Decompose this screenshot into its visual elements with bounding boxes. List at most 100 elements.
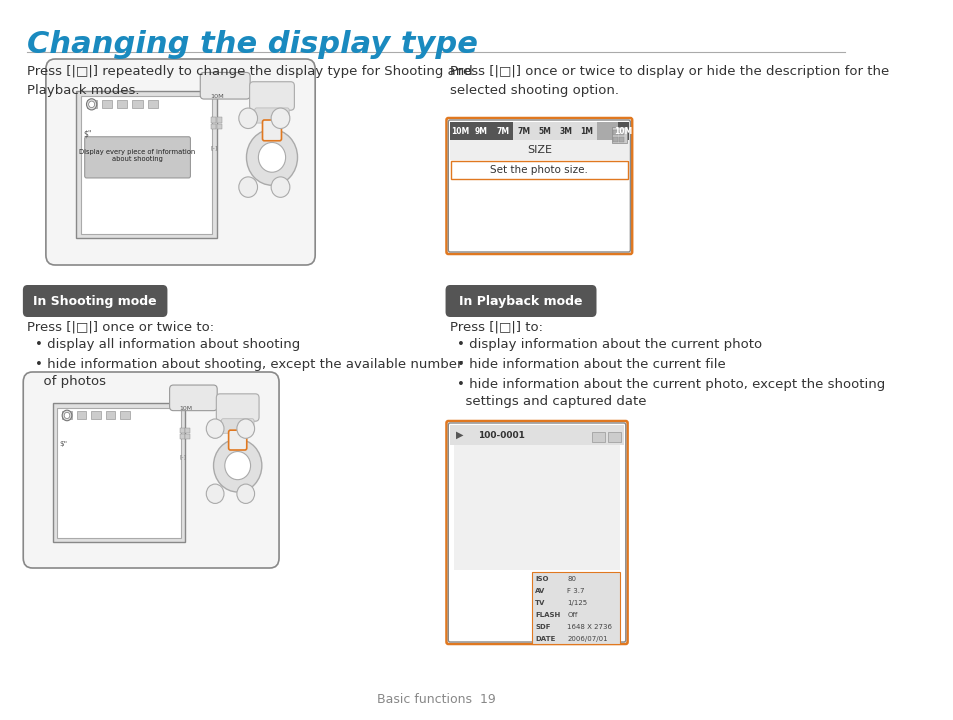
Text: In Shooting mode: In Shooting mode <box>33 294 157 307</box>
Text: • hide information about the current file: • hide information about the current fil… <box>456 358 725 371</box>
Circle shape <box>236 419 254 438</box>
Circle shape <box>238 108 257 129</box>
Text: Off: Off <box>567 612 577 618</box>
Text: • display information about the current photo: • display information about the current … <box>456 338 761 351</box>
Text: Set the photo size.: Set the photo size. <box>490 165 588 175</box>
Text: 3M: 3M <box>558 127 572 135</box>
Circle shape <box>258 143 285 172</box>
Bar <box>87 99 96 108</box>
FancyBboxPatch shape <box>445 285 596 317</box>
Circle shape <box>206 484 224 503</box>
Bar <box>76 411 86 419</box>
Bar <box>211 117 215 123</box>
FancyBboxPatch shape <box>46 59 314 265</box>
Text: 10M: 10M <box>451 127 469 135</box>
Text: 80: 80 <box>567 576 576 582</box>
Bar <box>591 432 604 442</box>
Bar <box>532 572 619 644</box>
Text: 7M: 7M <box>496 127 509 135</box>
Circle shape <box>213 439 261 492</box>
Circle shape <box>238 177 257 197</box>
Text: 1M: 1M <box>579 127 593 135</box>
Text: 2006/07/01: 2006/07/01 <box>567 636 607 642</box>
FancyBboxPatch shape <box>23 372 278 568</box>
FancyBboxPatch shape <box>23 285 167 317</box>
Bar <box>148 99 158 108</box>
FancyBboxPatch shape <box>448 423 625 642</box>
Text: SDF: SDF <box>535 624 550 630</box>
Bar <box>132 99 143 108</box>
Bar <box>216 124 221 130</box>
Bar <box>80 96 213 233</box>
Bar <box>450 160 628 180</box>
Bar <box>62 411 71 419</box>
Circle shape <box>271 177 290 197</box>
Bar <box>450 425 623 445</box>
Bar <box>532 572 619 644</box>
Text: 10M: 10M <box>614 127 632 135</box>
Circle shape <box>89 101 94 107</box>
Circle shape <box>271 108 290 129</box>
Bar <box>56 408 181 538</box>
Bar <box>613 137 617 142</box>
Circle shape <box>225 451 251 480</box>
Text: Press [|□|] once or twice to:: Press [|□|] once or twice to: <box>28 320 214 333</box>
Text: ▶: ▶ <box>456 430 462 440</box>
Text: Press [|□|] to:: Press [|□|] to: <box>450 320 542 333</box>
Text: Changing the display type: Changing the display type <box>28 30 477 59</box>
Bar <box>492 122 513 140</box>
Bar <box>185 428 190 433</box>
Text: $": $" <box>83 130 91 139</box>
FancyBboxPatch shape <box>250 82 294 110</box>
Text: [-]: [-] <box>211 145 218 150</box>
FancyBboxPatch shape <box>254 108 289 123</box>
Text: In Playback mode: In Playback mode <box>458 294 582 307</box>
Text: F 3.7: F 3.7 <box>567 588 584 594</box>
Bar <box>102 99 112 108</box>
Bar <box>185 434 190 439</box>
Text: TV: TV <box>535 600 545 606</box>
Bar <box>576 122 597 140</box>
Bar <box>120 411 130 419</box>
Bar <box>454 445 619 570</box>
Text: DATE: DATE <box>535 636 555 642</box>
Bar <box>179 434 184 439</box>
Text: Basic functions  19: Basic functions 19 <box>376 693 496 706</box>
Bar <box>106 411 115 419</box>
Text: [-]: [-] <box>179 454 187 459</box>
Bar <box>555 122 576 140</box>
Circle shape <box>246 130 297 185</box>
Text: Display every piece of information
about shooting: Display every piece of information about… <box>79 149 195 162</box>
Bar <box>513 122 534 140</box>
Bar <box>91 411 101 419</box>
Bar <box>52 403 185 542</box>
Text: 1648 X 2736: 1648 X 2736 <box>567 624 612 630</box>
Text: Press [|□|] once or twice to display or hide the description for the
selected sh: Press [|□|] once or twice to display or … <box>450 65 888 97</box>
Circle shape <box>62 410 71 420</box>
Text: • display all information about shooting: • display all information about shooting <box>34 338 299 351</box>
Text: $": $" <box>59 441 67 446</box>
Bar <box>450 122 471 140</box>
FancyBboxPatch shape <box>200 73 250 99</box>
Bar <box>211 124 215 130</box>
Bar <box>608 432 620 442</box>
Text: AV: AV <box>535 588 545 594</box>
Bar <box>216 117 221 123</box>
FancyBboxPatch shape <box>229 430 247 450</box>
Text: 5M: 5M <box>537 127 551 135</box>
Text: 7M: 7M <box>517 127 530 135</box>
Text: SIZE: SIZE <box>526 145 551 155</box>
Bar <box>471 122 492 140</box>
Circle shape <box>206 419 224 438</box>
FancyBboxPatch shape <box>262 120 281 140</box>
Text: • hide information about the current photo, except the shooting
  settings and c: • hide information about the current pho… <box>456 378 884 408</box>
Text: FLASH: FLASH <box>535 612 559 618</box>
Text: 1/125: 1/125 <box>567 600 587 606</box>
Bar <box>76 91 216 238</box>
Bar <box>618 130 623 135</box>
Bar <box>597 122 618 140</box>
Text: Press [|□|] repeatedly to change the display type for Shooting and
Playback mode: Press [|□|] repeatedly to change the dis… <box>28 65 473 97</box>
Text: • hide information about shooting, except the available number
  of photos: • hide information about shooting, excep… <box>34 358 462 388</box>
Bar <box>117 99 127 108</box>
Bar <box>451 161 627 179</box>
